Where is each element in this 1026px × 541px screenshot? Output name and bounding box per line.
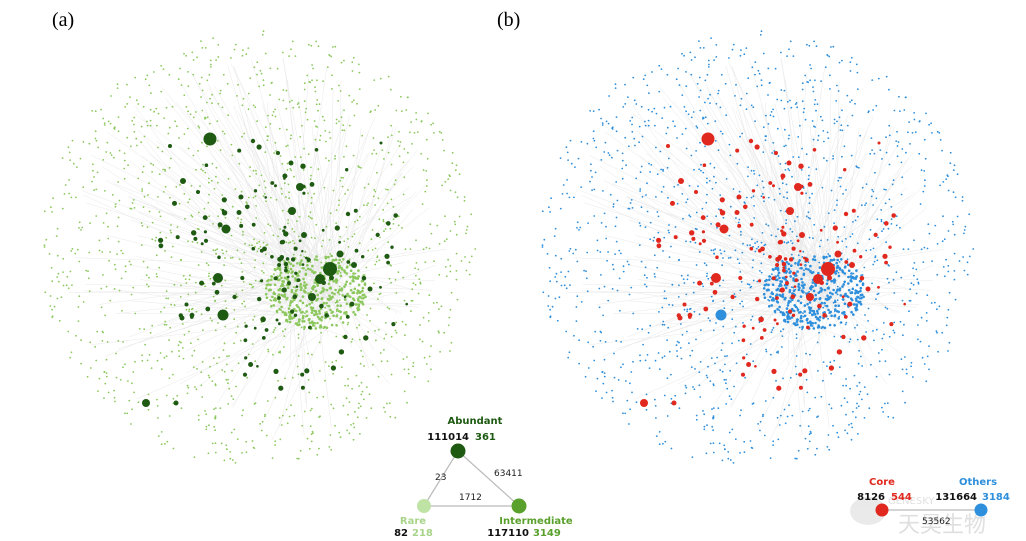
core-title: Core	[869, 477, 895, 488]
abundant-node-count: 361	[475, 432, 496, 443]
network-panel-a	[43, 30, 477, 464]
hub-nodes	[640, 132, 906, 407]
intermediate-node	[511, 498, 527, 514]
intermediate-edge-count: 117110	[487, 528, 529, 539]
rare-edge-count: 82	[394, 528, 408, 539]
panel-b-label: (b)	[497, 9, 520, 31]
watermark-swirl	[850, 497, 886, 525]
core-edge-count: 8126	[857, 492, 885, 503]
node-cloud	[43, 30, 477, 464]
rare-title: Rare	[400, 516, 426, 527]
rare-node-count: 218	[412, 528, 433, 539]
others-node-count: 3184	[982, 492, 1010, 503]
others-title: Others	[959, 477, 997, 488]
abundant-title: Abundant	[448, 416, 503, 427]
watermark-text: 天昊生物	[898, 513, 986, 538]
intermediate-title: Intermediate	[499, 516, 573, 527]
watermark-logo: GENESKY 天昊生物	[850, 496, 986, 538]
watermark-sub: GENESKY	[888, 496, 935, 507]
core-others-edges: 53562	[922, 517, 951, 527]
legend-abundance: Abundant 111014 361 23 63411 1712 Rare 8…	[394, 416, 573, 539]
link-abundant-intermediate	[457, 450, 520, 507]
abundant-edge-count: 111014	[427, 432, 469, 443]
legend-core: Core 8126 544 Others 131664 3184 53562	[857, 477, 1010, 527]
node-cloud	[541, 30, 975, 464]
core-node-count: 544	[891, 492, 912, 503]
hub-nodes	[142, 132, 409, 407]
abundant-intermediate-edges: 63411	[494, 469, 523, 479]
link-abundant-rare	[423, 450, 459, 507]
core-node	[875, 503, 889, 517]
rare-node	[417, 499, 431, 513]
edge-cloud	[68, 58, 447, 441]
others-edge-count: 131664	[935, 492, 977, 503]
abundant-node	[450, 443, 466, 459]
intermediate-node-count: 3149	[533, 528, 561, 539]
rare-intermediate-edges: 1712	[459, 493, 482, 503]
network-panel-b	[541, 30, 975, 464]
edge-cloud	[566, 58, 945, 441]
others-node	[974, 503, 988, 517]
panel-a-label: (a)	[52, 9, 74, 31]
abundant-rare-edges: 23	[435, 473, 446, 483]
